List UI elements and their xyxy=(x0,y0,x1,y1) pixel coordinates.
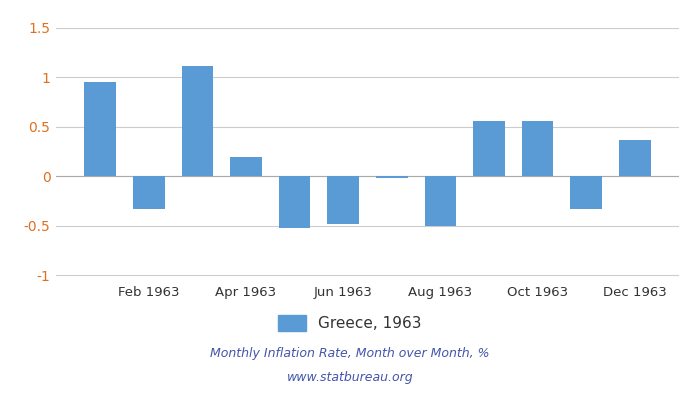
Bar xyxy=(230,158,262,176)
Legend: Greece, 1963: Greece, 1963 xyxy=(271,308,429,339)
Text: Monthly Inflation Rate, Month over Month, %: Monthly Inflation Rate, Month over Month… xyxy=(210,348,490,360)
Bar xyxy=(473,121,505,176)
Bar xyxy=(619,140,651,176)
Bar xyxy=(279,176,310,228)
Bar xyxy=(181,66,213,176)
Bar xyxy=(328,176,359,224)
Bar xyxy=(570,176,602,209)
Text: www.statbureau.org: www.statbureau.org xyxy=(287,372,413,384)
Bar xyxy=(133,176,164,209)
Bar xyxy=(522,121,554,176)
Bar xyxy=(425,176,456,226)
Bar xyxy=(376,176,407,178)
Bar xyxy=(84,82,116,176)
